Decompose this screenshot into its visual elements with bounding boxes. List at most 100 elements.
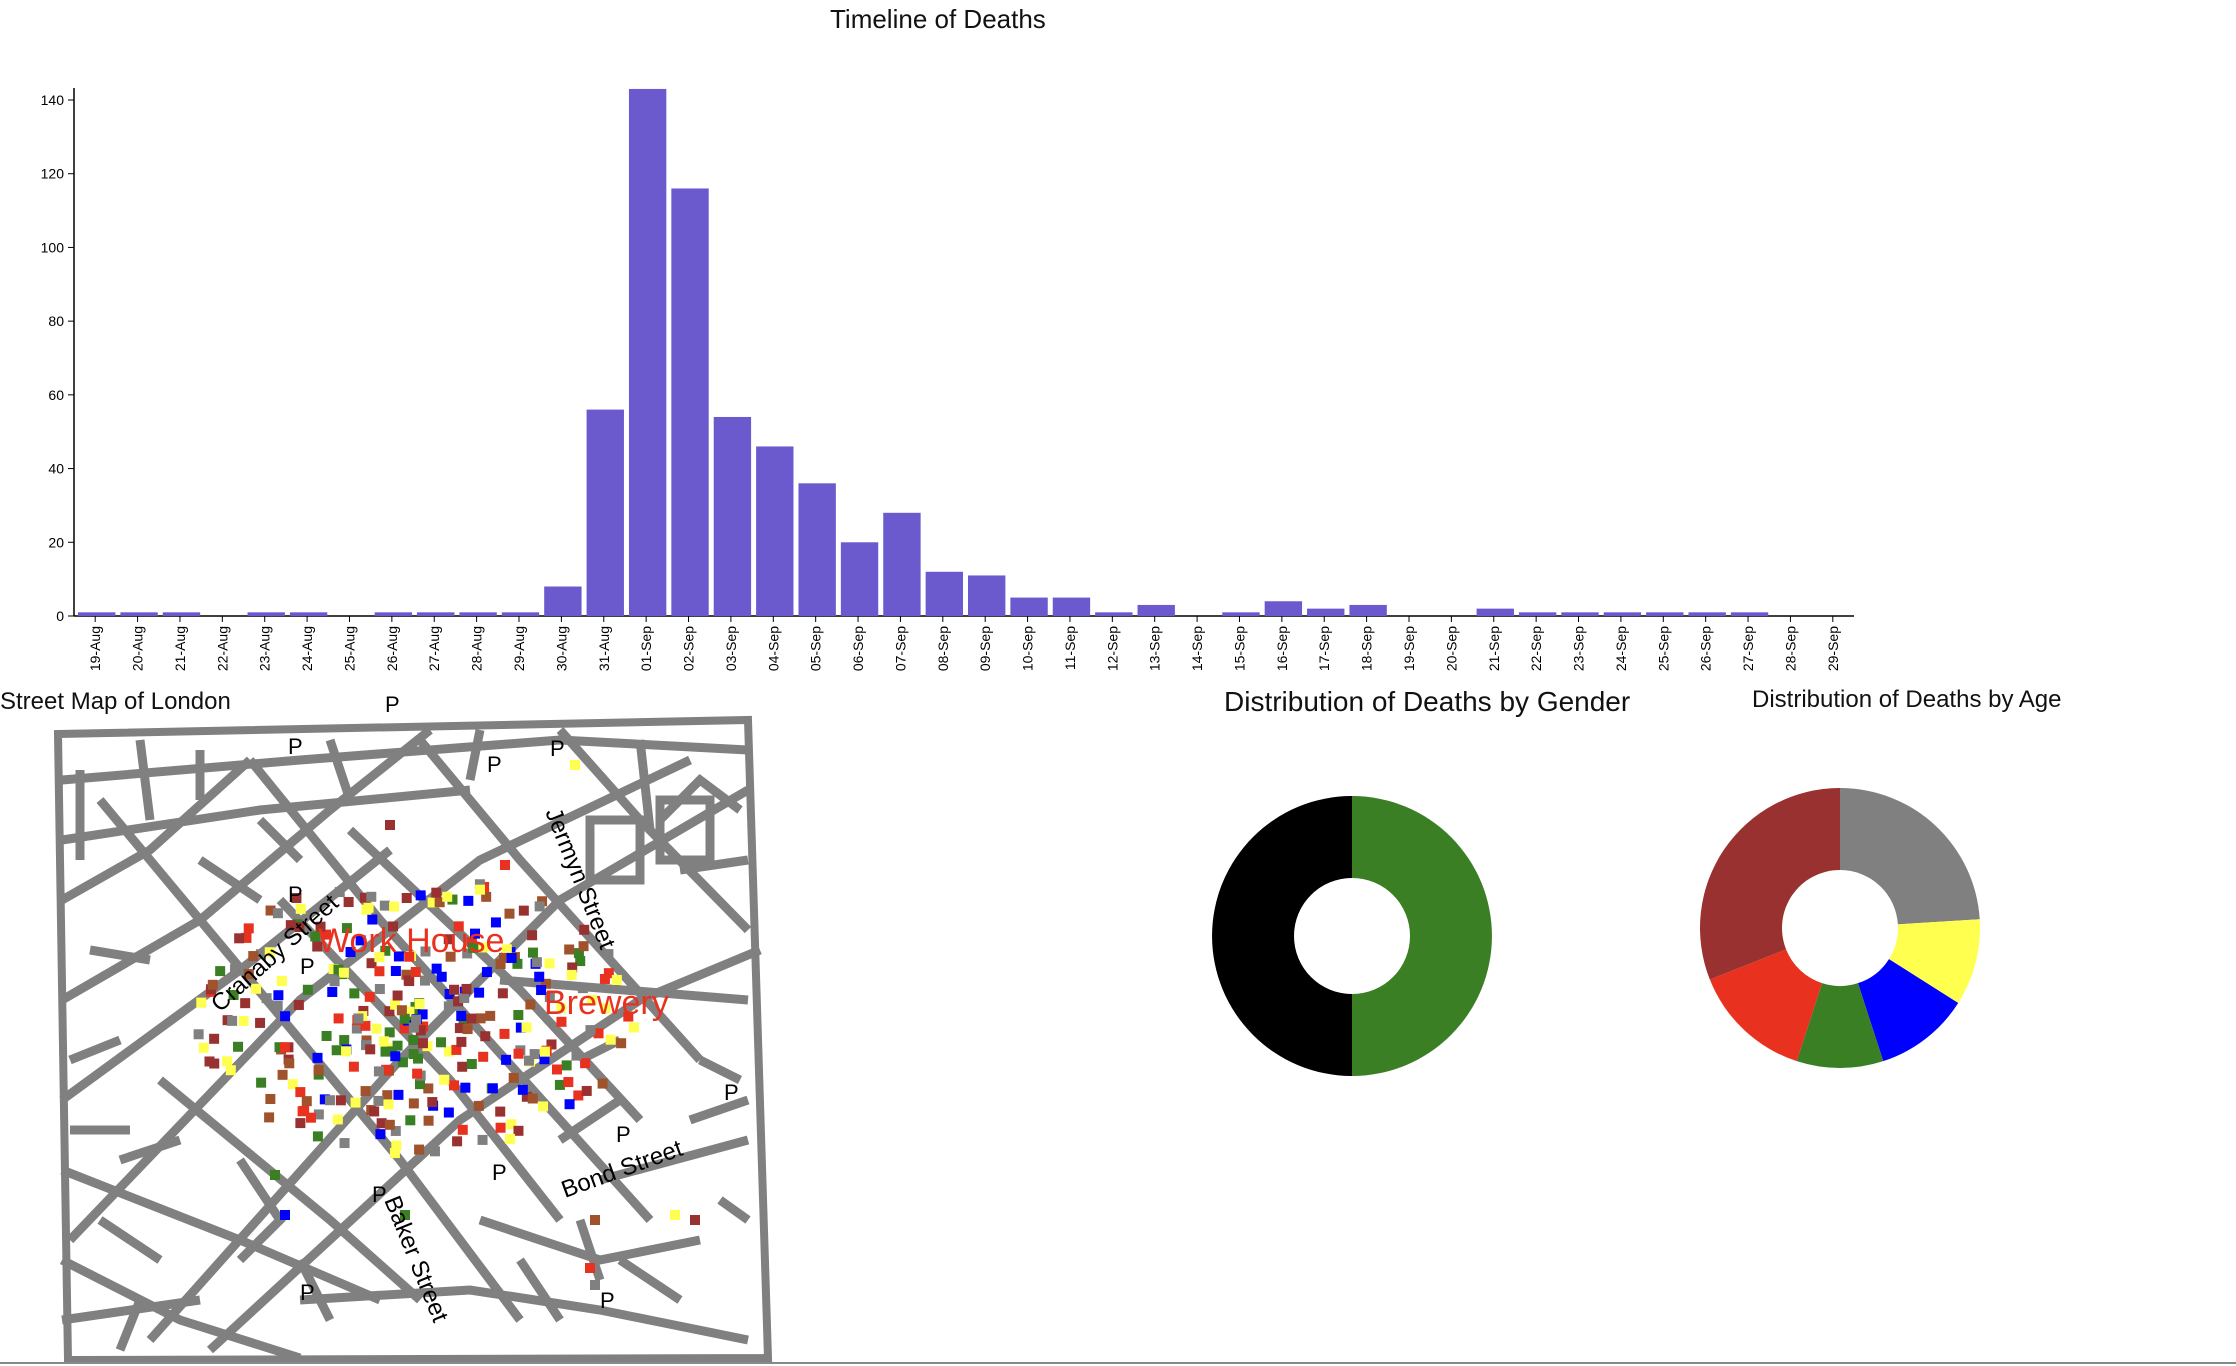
death-marker xyxy=(379,900,390,911)
bar xyxy=(671,188,709,616)
death-marker xyxy=(444,1046,455,1057)
landmark-brewery: Brewery xyxy=(544,984,669,1022)
death-marker xyxy=(295,903,306,914)
death-marker xyxy=(295,1087,306,1098)
death-marker xyxy=(255,949,266,960)
death-marker xyxy=(299,1105,310,1116)
death-marker xyxy=(452,1136,463,1147)
death-marker xyxy=(434,897,445,908)
death-marker xyxy=(462,948,473,959)
x-tick-label: 24-Aug xyxy=(299,626,315,671)
death-marker xyxy=(230,964,241,975)
bar xyxy=(1518,612,1557,616)
death-marker xyxy=(611,974,622,985)
death-marker xyxy=(373,1066,384,1077)
death-marker xyxy=(477,1134,488,1145)
death-marker xyxy=(369,1106,380,1117)
death-marker xyxy=(227,1015,238,1026)
death-marker xyxy=(442,891,453,902)
landmark-workhouse: Work House xyxy=(318,922,504,960)
death-marker xyxy=(599,973,610,984)
y-tick-label: 80 xyxy=(48,313,64,329)
map-title: Street Map of London xyxy=(0,688,231,715)
x-tick-label: 06-Sep xyxy=(850,626,866,671)
death-marker xyxy=(348,1061,359,1072)
death-marker xyxy=(481,891,492,902)
death-marker xyxy=(390,1051,401,1062)
death-marker xyxy=(415,890,426,901)
x-tick-label: 28-Sep xyxy=(1782,626,1798,671)
death-marker xyxy=(313,1109,324,1120)
bar xyxy=(247,612,285,616)
death-marker xyxy=(521,1022,532,1033)
death-marker xyxy=(295,1118,306,1129)
death-marker xyxy=(513,1010,524,1021)
bar xyxy=(1476,608,1514,616)
death-marker xyxy=(570,760,580,770)
death-marker xyxy=(273,990,284,1001)
death-marker xyxy=(556,1016,567,1027)
death-marker xyxy=(466,1059,477,1070)
death-marker xyxy=(518,905,529,916)
x-tick-label: 30-Aug xyxy=(553,626,569,671)
bar xyxy=(1561,612,1599,616)
pump-marker: P xyxy=(288,882,303,907)
death-marker xyxy=(382,1090,393,1101)
bar xyxy=(1010,597,1048,616)
death-marker xyxy=(256,1077,267,1088)
death-marker xyxy=(423,1083,434,1094)
death-marker xyxy=(255,1017,266,1028)
death-marker xyxy=(505,1133,516,1144)
death-marker xyxy=(385,820,395,830)
death-marker xyxy=(350,1097,361,1108)
death-marker xyxy=(215,966,226,977)
bar xyxy=(798,483,836,616)
death-marker xyxy=(456,1036,467,1047)
death-marker xyxy=(408,1035,419,1046)
x-tick-label: 19-Sep xyxy=(1401,626,1417,671)
death-marker xyxy=(414,999,425,1010)
death-marker xyxy=(451,1044,462,1055)
death-marker xyxy=(374,984,385,995)
death-marker xyxy=(580,1058,591,1069)
death-marker xyxy=(339,1035,350,1046)
death-marker xyxy=(373,1095,384,1106)
death-marker xyxy=(411,1014,422,1025)
death-marker xyxy=(431,963,442,974)
bar xyxy=(883,512,921,616)
x-tick-label: 07-Sep xyxy=(892,626,908,671)
death-marker xyxy=(480,1031,491,1042)
death-marker xyxy=(495,959,506,970)
bar xyxy=(544,586,582,616)
death-marker xyxy=(243,923,254,934)
x-tick-label: 19-Aug xyxy=(87,626,103,671)
y-tick-label: 0 xyxy=(56,608,64,624)
x-tick-label: 15-Sep xyxy=(1231,626,1247,671)
death-marker xyxy=(366,958,377,969)
death-marker xyxy=(436,1037,447,1048)
bar xyxy=(925,571,963,616)
x-tick-label: 27-Sep xyxy=(1740,626,1756,671)
death-marker xyxy=(341,1046,352,1057)
death-marker xyxy=(367,914,378,925)
death-marker xyxy=(390,999,401,1010)
death-marker xyxy=(333,964,344,975)
death-marker xyxy=(439,1074,450,1085)
death-marker xyxy=(504,908,515,919)
bar xyxy=(1688,612,1726,616)
x-tick-label: 23-Aug xyxy=(257,626,273,671)
death-marker xyxy=(401,893,412,904)
bar xyxy=(1052,597,1091,616)
death-marker xyxy=(264,947,275,958)
x-tick-label: 04-Sep xyxy=(765,626,781,671)
y-tick-label: 40 xyxy=(48,461,64,477)
death-marker xyxy=(332,1114,343,1125)
death-marker xyxy=(399,1023,410,1034)
death-marker xyxy=(413,1053,424,1064)
death-marker xyxy=(248,951,259,962)
death-marker xyxy=(375,1129,386,1140)
bar xyxy=(78,612,116,616)
death-marker xyxy=(365,1044,376,1055)
death-marker xyxy=(534,971,545,982)
death-marker xyxy=(429,1146,440,1157)
